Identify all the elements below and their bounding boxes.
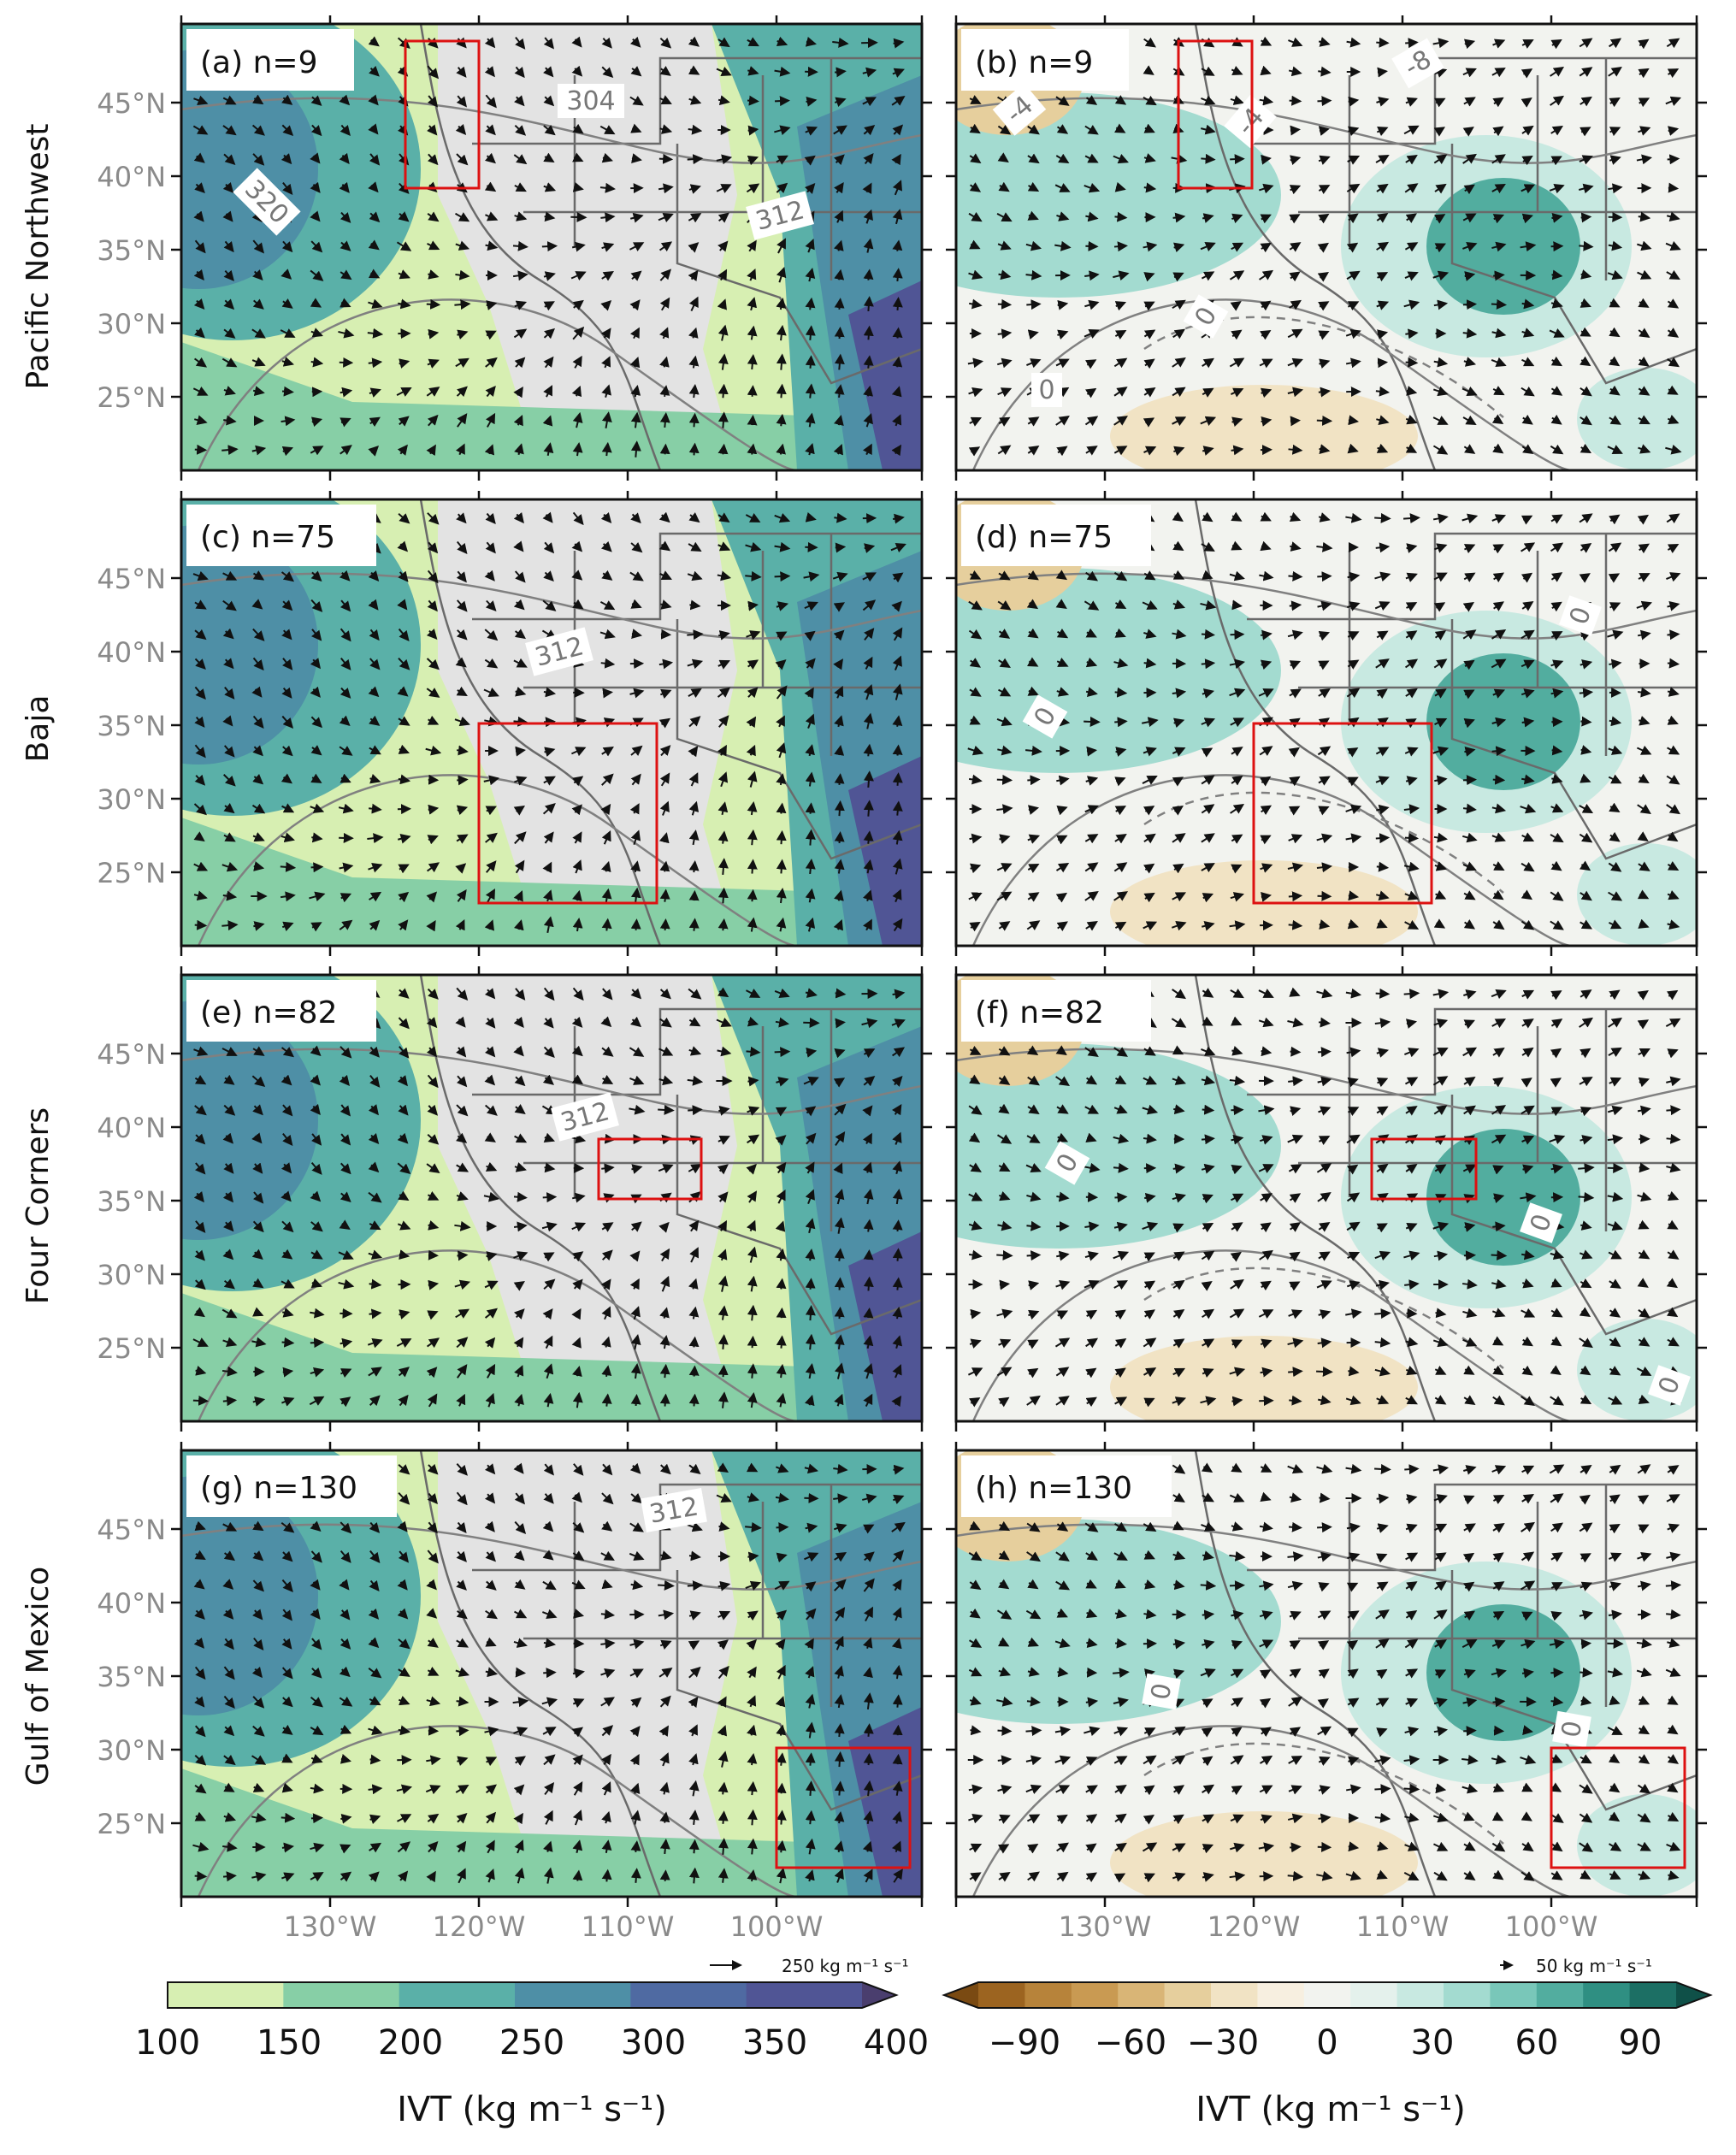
map-panel-g: 45°N 40°N 35°N 30°N 25°N bbox=[97, 1442, 932, 1907]
lat-tick-e-1: 40°N bbox=[97, 1112, 166, 1144]
cbar-left-tick-200: 200 bbox=[378, 2023, 443, 2063]
lat-tick-e-0: 45°N bbox=[97, 1038, 166, 1071]
lon-tick-110w-left: 110°W bbox=[582, 1910, 675, 1943]
panel-label-g: (g) n=130 bbox=[186, 1455, 397, 1517]
contour-label-a-1: 304 bbox=[558, 84, 624, 118]
region-box-c bbox=[477, 722, 658, 905]
lat-tick-a-2: 35°N bbox=[97, 234, 166, 267]
contour-label-f-2: 0 bbox=[1520, 1202, 1562, 1243]
svg-text:(h) n=130: (h) n=130 bbox=[975, 1471, 1132, 1506]
svg-text:(e) n=82: (e) n=82 bbox=[200, 995, 337, 1030]
region-box-d bbox=[1252, 722, 1433, 905]
cbar-left-tick-400: 400 bbox=[864, 2023, 929, 2063]
map-panel-a: 45°N 40°N 35°N 30°N 25°N bbox=[97, 15, 932, 481]
lat-tick-g-1: 40°N bbox=[97, 1587, 166, 1620]
lat-tick-c-4: 25°N bbox=[97, 857, 166, 889]
row-label-four-corners: Four Corners bbox=[21, 1107, 56, 1304]
colorbar-left bbox=[167, 1981, 899, 2009]
contour-label-d-1: 0 bbox=[1022, 694, 1068, 739]
colorbar-right bbox=[942, 1981, 1713, 2009]
lat-tick-a-0: 45°N bbox=[97, 87, 166, 120]
lon-tick-130w-right: 130°W bbox=[1059, 1910, 1152, 1943]
panel-label-c: (c) n=75 bbox=[186, 505, 376, 566]
map-panel-h bbox=[946, 1442, 1707, 1907]
panel-label-f: (f) n=82 bbox=[961, 980, 1151, 1042]
panel-label-a: (a) n=9 bbox=[186, 29, 354, 91]
cbar-left-tick-100: 100 bbox=[135, 2023, 200, 2063]
contour-label-a-3: 312 bbox=[746, 191, 814, 240]
quiver-key-left: 250 kg m⁻¹ s⁻¹ bbox=[710, 1956, 909, 1976]
cbar-right-tick-0: 0 bbox=[1316, 2023, 1337, 2063]
lat-tick-c-3: 30°N bbox=[97, 783, 166, 816]
contour-label-h-1: 0 bbox=[1142, 1673, 1181, 1710]
region-box-g bbox=[775, 1746, 912, 1869]
row-label-pacific-northwest: Pacific Northwest bbox=[21, 123, 56, 389]
panel-label-e: (e) n=82 bbox=[186, 980, 376, 1042]
cbar-right-tick-60: 60 bbox=[1515, 2023, 1559, 2063]
svg-text:(f) n=82: (f) n=82 bbox=[975, 995, 1104, 1030]
cbar-left-label: IVT (kg m⁻¹ s⁻¹) bbox=[397, 2090, 667, 2129]
map-panel-c: 45°N 40°N 35°N 30°N 25°N bbox=[97, 491, 932, 956]
svg-text:(b) n=9: (b) n=9 bbox=[975, 45, 1093, 80]
cbar-left-tick-350: 350 bbox=[742, 2023, 807, 2063]
cbar-right-label: IVT (kg m⁻¹ s⁻¹) bbox=[1196, 2090, 1466, 2129]
lon-tick-100w-left: 100°W bbox=[730, 1910, 824, 1943]
row-label-gulf-of-mexico: Gulf of Mexico bbox=[21, 1567, 56, 1786]
contour-label-d-2: 0 bbox=[1559, 595, 1602, 636]
lon-tick-120w-left: 120°W bbox=[433, 1910, 526, 1943]
contour-label-b-4: 0 bbox=[1183, 294, 1229, 339]
cbar-right-tick-30: 30 bbox=[1411, 2023, 1455, 2063]
svg-text:(d) n=75: (d) n=75 bbox=[975, 520, 1113, 555]
region-box-h bbox=[1550, 1746, 1686, 1869]
lat-tick-g-2: 35°N bbox=[97, 1661, 166, 1693]
lon-tick-100w-right: 100°W bbox=[1505, 1910, 1598, 1943]
contour-label-g-1: 312 bbox=[641, 1488, 707, 1532]
cbar-right-tick-m30: −30 bbox=[1187, 2023, 1259, 2063]
panel-label-h: (h) n=130 bbox=[961, 1455, 1172, 1517]
svg-text:(c) n=75: (c) n=75 bbox=[200, 520, 335, 555]
cbar-right-tick-m60: −60 bbox=[1095, 2023, 1166, 2063]
contour-label-f-1: 0 bbox=[1044, 1141, 1090, 1185]
lat-tick-a-1: 40°N bbox=[97, 161, 166, 193]
cbar-left-tick-150: 150 bbox=[257, 2023, 322, 2063]
contour-label-b-5: 0 bbox=[1031, 373, 1062, 407]
lat-tick-c-1: 40°N bbox=[97, 636, 166, 669]
lat-tick-e-3: 30°N bbox=[97, 1259, 166, 1291]
region-box-f bbox=[1370, 1137, 1478, 1201]
lon-tick-120w-right: 120°W bbox=[1208, 1910, 1301, 1943]
cbar-left-tick-300: 300 bbox=[621, 2023, 686, 2063]
cbar-left-tick-250: 250 bbox=[499, 2023, 564, 2063]
panel-label-d: (d) n=75 bbox=[961, 505, 1151, 566]
lat-tick-a-3: 30°N bbox=[97, 308, 166, 340]
svg-text:(a) n=9: (a) n=9 bbox=[200, 45, 317, 80]
region-box-e bbox=[597, 1137, 703, 1201]
region-box-a bbox=[404, 39, 481, 190]
map-panel-e: 45°N 40°N 35°N 30°N 25°N bbox=[97, 966, 932, 1432]
map-panel-f bbox=[946, 966, 1707, 1432]
cbar-right-tick-90: 90 bbox=[1619, 2023, 1662, 2063]
lat-tick-c-2: 35°N bbox=[97, 710, 166, 742]
region-box-b bbox=[1177, 39, 1254, 190]
svg-text:(g) n=130: (g) n=130 bbox=[200, 1471, 357, 1506]
lat-tick-g-3: 30°N bbox=[97, 1734, 166, 1767]
lon-tick-110w-right: 110°W bbox=[1356, 1910, 1450, 1943]
panel-label-b: (b) n=9 bbox=[961, 29, 1129, 91]
svg-text:304: 304 bbox=[566, 86, 615, 116]
lat-tick-e-2: 35°N bbox=[97, 1185, 166, 1218]
lon-tick-130w-left: 130°W bbox=[284, 1910, 377, 1943]
svg-text:0: 0 bbox=[1038, 375, 1054, 405]
quiver-key-right: 50 kg m⁻¹ s⁻¹ bbox=[1500, 1956, 1652, 1976]
cbar-right-tick-m90: −90 bbox=[989, 2023, 1060, 2063]
svg-text:250 kg m⁻¹ s⁻¹: 250 kg m⁻¹ s⁻¹ bbox=[782, 1956, 909, 1976]
lat-tick-a-4: 25°N bbox=[97, 381, 166, 414]
contour-label-h-2: 0 bbox=[1552, 1710, 1591, 1748]
lat-tick-g-0: 45°N bbox=[97, 1514, 166, 1546]
row-label-baja: Baja bbox=[21, 695, 56, 763]
lat-tick-c-0: 45°N bbox=[97, 563, 166, 595]
svg-text:50 kg m⁻¹ s⁻¹: 50 kg m⁻¹ s⁻¹ bbox=[1536, 1956, 1652, 1976]
contour-label-f-3: 0 bbox=[1648, 1365, 1691, 1406]
lat-tick-e-4: 25°N bbox=[97, 1332, 166, 1365]
lat-tick-g-4: 25°N bbox=[97, 1808, 166, 1840]
